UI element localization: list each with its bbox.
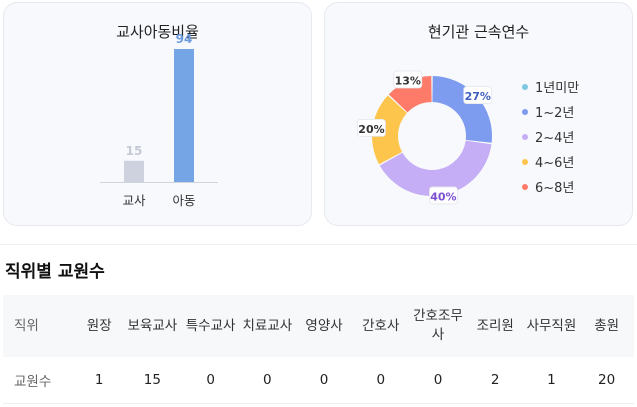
column-header: 간호조무사	[409, 295, 467, 357]
column-header: 총원	[579, 295, 634, 357]
donut-slice-4	[372, 95, 407, 165]
legend-dot	[522, 158, 528, 165]
slice-percent-label: 40%	[429, 186, 458, 205]
tenure-card-title: 현기관 근속연수	[427, 23, 530, 41]
tenure-legend: 1년미만 1~2년 2~4년 4~6년 6~8년	[522, 74, 579, 199]
table-cell: 2	[466, 357, 524, 404]
svg-text:27%: 27%	[465, 90, 491, 103]
slice-percent-label: 27%	[463, 86, 493, 105]
legend-label: 1년미만	[535, 81, 580, 96]
tenure-donut-chart: 27% 40% 20% 13%	[357, 70, 493, 205]
legend-item: 1~2년	[522, 99, 579, 124]
legend-label: 6~8년	[535, 181, 575, 196]
legend-dot	[522, 133, 528, 140]
legend-label: 2~4년	[535, 131, 575, 146]
bar-value-label: 15	[126, 144, 143, 158]
staff-section-title: 직위별 교원수	[5, 262, 105, 282]
svg-text:13%: 13%	[395, 75, 421, 88]
column-header: 영양사	[295, 295, 353, 357]
svg-text:40%: 40%	[430, 190, 456, 203]
table-cell: 15	[122, 357, 183, 404]
table-cell: 0	[352, 357, 410, 404]
ratio-card-title: 교사아동비율	[116, 23, 199, 41]
column-header: 치료교사	[238, 295, 296, 357]
donut-slice-3	[379, 140, 492, 197]
legend-item: 2~4년	[522, 124, 579, 149]
column-header: 사무직원	[523, 295, 580, 357]
table-cell: 1	[75, 357, 123, 404]
legend-label: 1~2년	[535, 106, 575, 121]
bar-category-label: 교사	[122, 193, 146, 208]
column-header: 보육교사	[122, 295, 183, 357]
ratio-bar-chart: 15 교사 94 아동	[100, 32, 218, 208]
bar-category-label: 아동	[172, 193, 195, 208]
column-header: 직위	[3, 295, 76, 357]
legend-dot	[522, 183, 528, 190]
slice-percent-label: 13%	[393, 70, 423, 89]
table-cell: 1	[523, 357, 580, 404]
table-cell: 0	[238, 357, 296, 404]
tenure-card: 현기관 근속연수 27% 40% 20% 13% 1년미만 1~2년 2~4년 4~6년 6~…	[324, 2, 633, 226]
table-cell: 0	[409, 357, 467, 404]
legend-item: 6~8년	[522, 174, 579, 199]
legend-dot	[522, 83, 528, 90]
staff-table-header: 직위 원장 보육교사 특수교사 치료교사 영양사 간호사 간호조무사 조리원 사무직원 총원	[3, 295, 634, 357]
column-header: 간호사	[352, 295, 410, 357]
table-row: 교원수 1 15 0 0 0 0 0 2 1 20	[3, 357, 634, 404]
donut-slice-2	[432, 76, 492, 143]
legend-item: 1년미만	[522, 74, 579, 99]
legend-dot	[522, 108, 528, 115]
column-header: 조리원	[466, 295, 524, 357]
column-header: 원장	[75, 295, 123, 357]
section-divider	[0, 244, 637, 245]
bar-2	[174, 49, 194, 182]
table-cell: 0	[182, 357, 239, 404]
legend-item: 4~6년	[522, 149, 579, 174]
teacher-child-ratio-card: 교사아동비율 15 교사 94 아동	[3, 2, 312, 226]
bar-value-label: 94	[176, 32, 193, 46]
row-label: 교원수	[3, 357, 76, 404]
column-header: 특수교사	[182, 295, 239, 357]
legend-label: 4~6년	[535, 156, 575, 171]
bar-1	[124, 160, 144, 182]
svg-text:20%: 20%	[358, 123, 384, 136]
staff-table: 직위 원장 보육교사 특수교사 치료교사 영양사 간호사 간호조무사 조리원 사무직원 총원 교원수…	[3, 295, 634, 404]
table-cell: 0	[295, 357, 353, 404]
table-cell: 20	[579, 357, 634, 404]
slice-percent-label: 20%	[357, 118, 386, 137]
